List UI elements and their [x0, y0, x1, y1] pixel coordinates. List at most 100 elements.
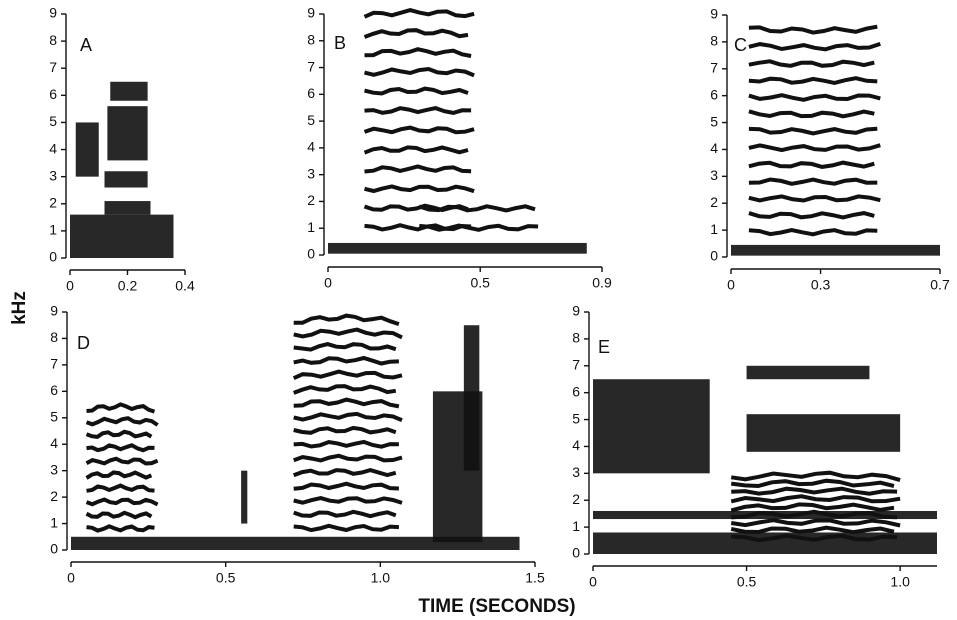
y-tick-label: 5: [50, 408, 58, 424]
spectrogram-harmonic: [364, 184, 475, 194]
spectrogram-harmonic: [293, 481, 399, 491]
spectrogram-harmonic: [748, 76, 878, 85]
spectrogram-harmonic: [364, 106, 472, 115]
spectrogram-harmonic: [85, 510, 153, 520]
y-tick-label: 4: [307, 139, 315, 155]
spectrogram-harmonic: [748, 126, 878, 136]
y-tick-label: 7: [49, 59, 57, 75]
spectrogram-harmonic: [85, 456, 159, 466]
spectrogram-harmonic: [731, 533, 898, 543]
spectrogram-harmonic: [85, 497, 159, 507]
x-tick-label: 0: [67, 570, 75, 586]
spectrogram-energy: [104, 201, 151, 215]
spectrogram-harmonic: [293, 509, 397, 519]
spectrogram-harmonic: [86, 483, 155, 493]
spectrogram-harmonic: [85, 470, 153, 480]
y-tick-label: 8: [572, 330, 580, 346]
y-tick-label: 6: [50, 382, 58, 398]
y-tick-label: 9: [572, 303, 580, 319]
x-axis-label: TIME (SECONDS): [418, 596, 575, 617]
y-tick-label: 0: [307, 246, 315, 262]
x-tick-label: 0: [324, 275, 332, 291]
spectrogram-energy: [104, 171, 148, 188]
y-tick-label: 2: [307, 192, 315, 208]
y-tick-label: 2: [572, 491, 580, 507]
spectrogram-harmonic: [293, 496, 403, 505]
spectrogram-energy: [593, 379, 710, 474]
y-tick-label: 7: [50, 356, 58, 372]
spectrogram-harmonic: [748, 194, 881, 203]
spectrogram-harmonic: [293, 411, 403, 423]
spectrogram-harmonic: [730, 518, 901, 528]
y-tick-label: 9: [49, 5, 57, 21]
y-tick-label: 6: [572, 383, 580, 399]
panel: 0 1 2 3 4 5 6 7 8 9 0 0.5 1.0 E: [572, 303, 937, 590]
spectrogram-harmonic: [418, 204, 536, 213]
spectrogram-energy: [463, 325, 480, 471]
y-tick-label: 8: [49, 32, 57, 48]
y-tick-label: 0: [49, 249, 57, 265]
spectrogram-harmonic: [293, 355, 399, 366]
panel: 0 1 2 3 4 5 6 7 8 9 0 0.2 0.4 A: [49, 5, 195, 294]
spectrogram-energy: [70, 214, 174, 258]
spectrogram-harmonic: [86, 443, 155, 453]
spectrogram-harmonic: [293, 453, 403, 463]
spectrogram-harmonic: [748, 59, 875, 68]
y-tick-label: 8: [50, 329, 58, 345]
spectrogram-harmonic: [730, 502, 895, 513]
x-tick-label: 0.5: [737, 574, 757, 590]
panel-label: D: [77, 333, 90, 353]
x-tick-label: 1.0: [890, 574, 910, 590]
spectrogram-harmonic: [748, 143, 881, 153]
y-tick-label: 1: [307, 219, 315, 235]
y-tick-label: 5: [572, 410, 580, 426]
y-axis-label: kHz: [9, 291, 30, 325]
y-tick-label: 3: [307, 165, 315, 181]
spectrogram-harmonic: [85, 416, 159, 427]
x-tick-label: 0: [727, 277, 735, 293]
spectrogram-harmonic: [364, 223, 472, 232]
spectrogram-energy: [71, 536, 520, 550]
spectrogram-harmonic: [731, 509, 898, 520]
y-tick-label: 5: [49, 113, 57, 129]
spectrogram-energy: [241, 470, 248, 524]
panel: 0 1 2 3 4 5 6 7 8 9 0 0.3 0.7 C: [710, 6, 950, 293]
panel-label: C: [734, 35, 747, 55]
y-tick-label: 9: [307, 5, 315, 21]
y-tick-label: 7: [572, 356, 580, 372]
panel: 0 1 2 3 4 5 6 7 8 9 0 0.5 1.0 1.5 D: [50, 303, 545, 586]
spectrogram-harmonic: [730, 494, 901, 504]
spectrogram-harmonic: [364, 47, 472, 58]
x-tick-label: 0: [589, 574, 597, 590]
spectrogram-harmonic: [293, 397, 400, 409]
x-tick-label: 1.0: [371, 570, 391, 586]
x-tick-label: 0.5: [470, 275, 490, 291]
y-tick-label: 6: [307, 85, 315, 101]
spectrogram-harmonic: [292, 369, 403, 381]
y-tick-label: 4: [710, 140, 718, 156]
x-tick-label: 0.5: [216, 570, 236, 586]
x-tick-label: 0.4: [175, 278, 195, 294]
spectrogram-harmonic: [293, 327, 403, 340]
y-tick-label: 3: [49, 167, 57, 183]
y-tick-label: 3: [50, 461, 58, 477]
y-tick-label: 3: [710, 167, 718, 183]
spectrogram-energy: [746, 365, 870, 380]
spectrogram-energy: [110, 81, 148, 101]
y-tick-label: 1: [572, 518, 580, 534]
spectrogram-harmonic: [730, 470, 901, 483]
spectrogram-harmonic: [748, 160, 875, 169]
spectrogram-harmonic: [293, 342, 397, 352]
y-tick-label: 7: [710, 59, 718, 75]
y-tick-label: 1: [49, 222, 57, 238]
spectrogram-harmonic: [748, 41, 881, 52]
y-tick-label: 4: [572, 437, 580, 453]
panel-label: B: [334, 33, 346, 53]
y-tick-label: 2: [49, 194, 57, 210]
spectrogram-harmonic: [364, 164, 472, 174]
spectrogram-harmonic: [86, 524, 155, 533]
panel-label: E: [598, 337, 610, 357]
spectrogram-harmonic: [748, 177, 878, 186]
spectrogram-harmonic: [748, 211, 875, 220]
